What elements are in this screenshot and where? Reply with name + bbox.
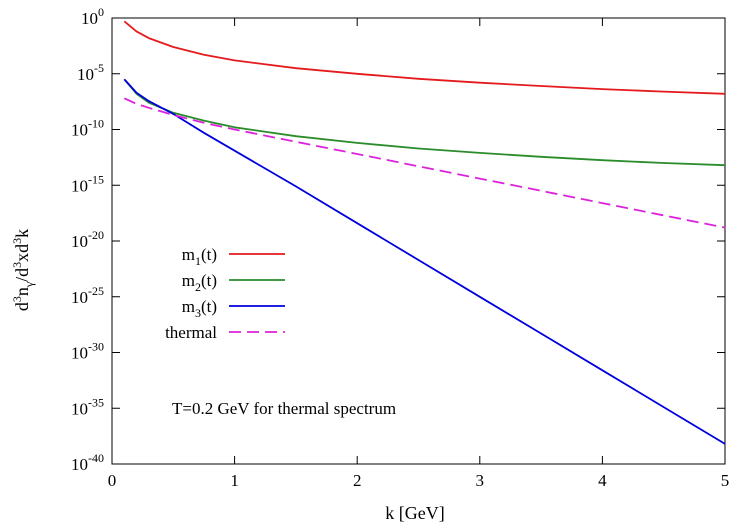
y-axis-title: d3nγ/d3xd3k: [10, 229, 36, 311]
x-axis-title: k [GeV]: [385, 503, 444, 523]
legend-label-m2-t-: m2(t): [182, 271, 217, 294]
y-tick-label: 10-20: [71, 228, 104, 251]
y-tick-label: 10-25: [71, 284, 104, 307]
series-line-m3-t-: [123, 78, 726, 445]
series-line-m1-t-: [123, 20, 726, 95]
x-tick-label: 0: [108, 471, 117, 490]
plot-frame-rect: [111, 17, 726, 465]
svg-text:d3nγ/d3xd3k: d3nγ/d3xd3k: [10, 229, 36, 311]
series-line-thermal: [123, 97, 726, 229]
x-tick-label: 3: [476, 471, 485, 490]
x-tick-label: 1: [230, 471, 239, 490]
y-tick-label: 10-5: [77, 61, 104, 84]
series-group: [123, 20, 726, 445]
legend: m1(t) m2(t) m3(t) thermal: [165, 245, 285, 342]
y-tick-label: 10-10: [71, 117, 104, 140]
y-tick-label: 10-15: [71, 172, 104, 195]
x-axis: 0 1 2 3 4 5: [108, 18, 730, 490]
legend-label-thermal: thermal: [165, 323, 217, 342]
y-tick-label: 10-40: [71, 451, 104, 474]
y-tick-label: 100: [81, 5, 104, 28]
x-tick-label: 5: [721, 471, 730, 490]
thermal-annotation: T=0.2 GeV for thermal spectrum: [172, 399, 396, 418]
x-tick-label: 4: [598, 471, 607, 490]
y-axis: 100 10-5 10-10 10-15 10-20 10-25 10-30 10-35 10-…: [71, 5, 725, 474]
y-tick-label: 10-35: [71, 395, 104, 418]
series-line-m2-t-: [123, 78, 726, 167]
x-tick-label: 2: [353, 471, 362, 490]
legend-label-m1-t-: m1(t): [182, 245, 217, 268]
y-tick-label: 10-30: [71, 340, 104, 363]
plot-frame: [111, 17, 726, 465]
legend-label-m3-t-: m3(t): [182, 297, 217, 320]
